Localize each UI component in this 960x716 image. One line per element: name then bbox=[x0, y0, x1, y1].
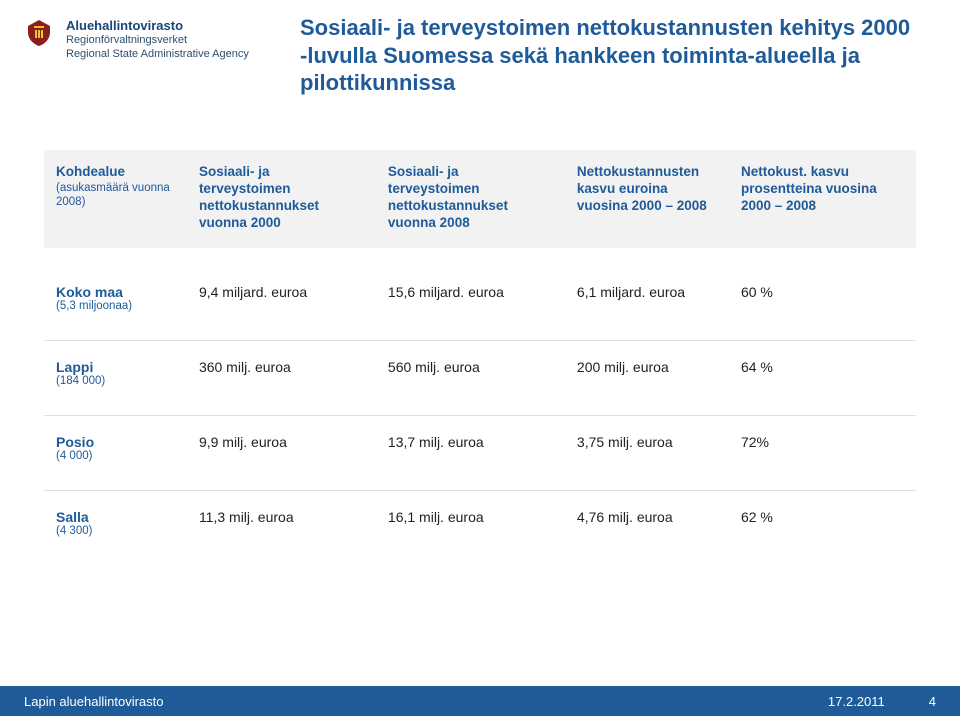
table-spacer bbox=[44, 248, 916, 266]
row-label-sub: (4 000) bbox=[56, 450, 175, 462]
agency-logo-block: Aluehallintovirasto Regionförvaltningsve… bbox=[24, 18, 249, 62]
agency-logo-icon bbox=[24, 18, 54, 48]
col-header-1: Sosiaali- ja terveystoimen nettokustannu… bbox=[187, 150, 376, 248]
row-label-main: Salla bbox=[56, 509, 89, 525]
col-header-0: Kohdealue (asukasmäärä vuonna 2008) bbox=[44, 150, 187, 248]
table-row: Salla (4 300) 11,3 milj. euroa 16,1 milj… bbox=[44, 490, 916, 555]
cell: 6,1 miljard. euroa bbox=[565, 266, 729, 330]
footer-page: 4 bbox=[929, 694, 936, 709]
data-table: Kohdealue (asukasmäärä vuonna 2008) Sosi… bbox=[44, 150, 916, 555]
row-gap bbox=[44, 405, 916, 415]
row-label-main: Koko maa bbox=[56, 284, 123, 300]
col-header-2: Sosiaali- ja terveystoimen nettokustannu… bbox=[376, 150, 565, 248]
row-label: Salla (4 300) bbox=[44, 491, 187, 555]
row-gap bbox=[44, 330, 916, 340]
slide: { "logo": { "line1": "Aluehallintovirast… bbox=[0, 0, 960, 716]
cell: 64 % bbox=[729, 341, 916, 405]
table-header-row: Kohdealue (asukasmäärä vuonna 2008) Sosi… bbox=[44, 150, 916, 248]
col-header-4: Nettokust. kasvu prosentteina vuosina 20… bbox=[729, 150, 916, 248]
cell: 62 % bbox=[729, 491, 916, 555]
table-row: Koko maa (5,3 miljoonaa) 9,4 miljard. eu… bbox=[44, 266, 916, 330]
cell: 360 milj. euroa bbox=[187, 341, 376, 405]
slide-title: Sosiaali- ja terveystoimen nettokustannu… bbox=[300, 14, 920, 97]
cell: 72% bbox=[729, 416, 916, 480]
row-label-sub: (4 300) bbox=[56, 525, 175, 537]
logo-line-2: Regionförvaltningsverket bbox=[66, 34, 249, 48]
footer-left: Lapin aluehallintovirasto bbox=[24, 694, 163, 709]
row-label-sub: (184 000) bbox=[56, 375, 175, 387]
cell: 200 milj. euroa bbox=[565, 341, 729, 405]
cell: 16,1 milj. euroa bbox=[376, 491, 565, 555]
cell: 15,6 miljard. euroa bbox=[376, 266, 565, 330]
col-header-3: Nettokustannusten kasvu euroina vuosina … bbox=[565, 150, 729, 248]
cell: 9,4 miljard. euroa bbox=[187, 266, 376, 330]
slide-footer: Lapin aluehallintovirasto 17.2.2011 4 bbox=[0, 686, 960, 716]
row-label: Posio (4 000) bbox=[44, 416, 187, 480]
cell: 9,9 milj. euroa bbox=[187, 416, 376, 480]
cell: 13,7 milj. euroa bbox=[376, 416, 565, 480]
row-label-sub: (5,3 miljoonaa) bbox=[56, 300, 175, 312]
agency-logo-text: Aluehallintovirasto Regionförvaltningsve… bbox=[66, 18, 249, 62]
col-header-0-sub: (asukasmäärä vuonna 2008) bbox=[56, 181, 175, 210]
cell: 11,3 milj. euroa bbox=[187, 491, 376, 555]
footer-date: 17.2.2011 bbox=[828, 694, 885, 709]
logo-line-1: Aluehallintovirasto bbox=[66, 18, 249, 34]
cell: 60 % bbox=[729, 266, 916, 330]
row-label: Lappi (184 000) bbox=[44, 341, 187, 405]
row-gap bbox=[44, 480, 916, 490]
cell: 560 milj. euroa bbox=[376, 341, 565, 405]
col-header-0-main: Kohdealue bbox=[56, 164, 175, 181]
row-label-main: Posio bbox=[56, 434, 94, 450]
row-label: Koko maa (5,3 miljoonaa) bbox=[44, 266, 187, 330]
cell: 3,75 milj. euroa bbox=[565, 416, 729, 480]
table-body: Koko maa (5,3 miljoonaa) 9,4 miljard. eu… bbox=[44, 266, 916, 555]
table-row: Lappi (184 000) 360 milj. euroa 560 milj… bbox=[44, 340, 916, 405]
logo-line-3: Regional State Administrative Agency bbox=[66, 48, 249, 62]
footer-right: 17.2.2011 4 bbox=[828, 694, 936, 709]
table-row: Posio (4 000) 9,9 milj. euroa 13,7 milj.… bbox=[44, 415, 916, 480]
cell: 4,76 milj. euroa bbox=[565, 491, 729, 555]
row-label-main: Lappi bbox=[56, 359, 93, 375]
